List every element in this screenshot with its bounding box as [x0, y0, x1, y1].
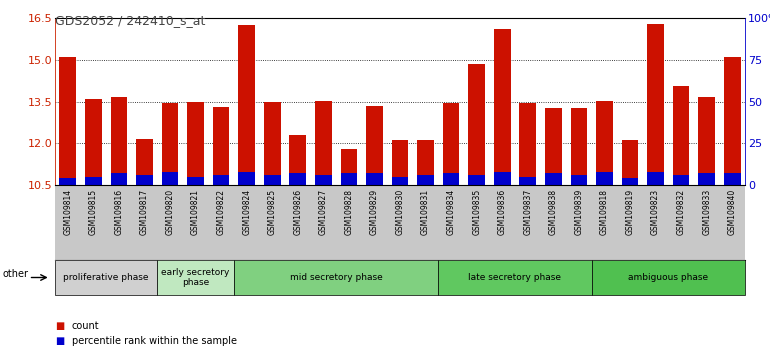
- Bar: [621, 141, 638, 185]
- Text: GSM109837: GSM109837: [524, 189, 532, 235]
- Bar: [340, 173, 357, 185]
- Text: ambiguous phase: ambiguous phase: [628, 273, 708, 282]
- Bar: [417, 175, 434, 185]
- Bar: [392, 141, 408, 185]
- Text: GSM109828: GSM109828: [344, 189, 353, 235]
- Text: GSM109821: GSM109821: [191, 189, 200, 235]
- Text: GSM109834: GSM109834: [447, 189, 456, 235]
- Bar: [698, 97, 715, 185]
- Text: GSM109818: GSM109818: [600, 189, 609, 235]
- Bar: [59, 178, 76, 185]
- Text: GSM109840: GSM109840: [728, 189, 737, 235]
- Bar: [290, 173, 306, 185]
- Bar: [648, 172, 664, 185]
- Bar: [571, 108, 588, 185]
- Text: ■: ■: [55, 336, 64, 347]
- Text: GSM109816: GSM109816: [115, 189, 123, 235]
- Text: count: count: [72, 320, 99, 331]
- Text: GSM109830: GSM109830: [396, 189, 404, 235]
- Bar: [239, 172, 255, 185]
- Bar: [85, 177, 102, 185]
- Bar: [673, 175, 689, 185]
- Text: GSM109817: GSM109817: [140, 189, 149, 235]
- Text: GSM109827: GSM109827: [319, 189, 328, 235]
- Bar: [213, 175, 229, 185]
- Text: GSM109826: GSM109826: [293, 189, 303, 235]
- Bar: [340, 149, 357, 185]
- Bar: [162, 172, 179, 185]
- Text: GSM109824: GSM109824: [243, 189, 251, 235]
- Bar: [85, 99, 102, 185]
- Text: GSM109822: GSM109822: [216, 189, 226, 235]
- Bar: [698, 173, 715, 185]
- Text: proliferative phase: proliferative phase: [63, 273, 149, 282]
- Text: percentile rank within the sample: percentile rank within the sample: [72, 336, 237, 347]
- Bar: [213, 107, 229, 185]
- Text: GSM109825: GSM109825: [268, 189, 276, 235]
- Bar: [111, 173, 127, 185]
- Bar: [545, 108, 561, 185]
- Text: GSM109819: GSM109819: [625, 189, 634, 235]
- Text: GSM109839: GSM109839: [574, 189, 584, 235]
- Text: GSM109829: GSM109829: [370, 189, 379, 235]
- Bar: [111, 97, 127, 185]
- Bar: [162, 103, 179, 185]
- Bar: [520, 177, 536, 185]
- Bar: [673, 86, 689, 185]
- FancyBboxPatch shape: [591, 260, 745, 295]
- Text: GSM109820: GSM109820: [166, 189, 175, 235]
- Bar: [545, 173, 561, 185]
- Text: GSM109836: GSM109836: [497, 189, 507, 235]
- Text: GSM109838: GSM109838: [549, 189, 557, 235]
- Text: mid secretory phase: mid secretory phase: [290, 273, 383, 282]
- Bar: [468, 175, 485, 185]
- Bar: [494, 29, 511, 185]
- Bar: [264, 102, 280, 185]
- Bar: [367, 173, 383, 185]
- Bar: [596, 101, 613, 185]
- Text: other: other: [3, 269, 28, 279]
- Bar: [315, 175, 332, 185]
- Bar: [468, 64, 485, 185]
- FancyBboxPatch shape: [55, 260, 157, 295]
- Bar: [417, 141, 434, 185]
- FancyBboxPatch shape: [234, 260, 438, 295]
- Bar: [392, 177, 408, 185]
- Bar: [621, 178, 638, 185]
- Text: ■: ■: [55, 320, 64, 331]
- Bar: [443, 103, 460, 185]
- Bar: [315, 101, 332, 185]
- Bar: [136, 139, 152, 185]
- Bar: [596, 172, 613, 185]
- Text: GSM109832: GSM109832: [677, 189, 685, 235]
- Bar: [187, 102, 204, 185]
- Bar: [59, 57, 76, 185]
- Bar: [367, 106, 383, 185]
- Bar: [136, 175, 152, 185]
- FancyBboxPatch shape: [438, 260, 591, 295]
- Text: GSM109831: GSM109831: [421, 189, 430, 235]
- Bar: [187, 177, 204, 185]
- Text: GSM109815: GSM109815: [89, 189, 98, 235]
- Bar: [443, 173, 460, 185]
- Text: GDS2052 / 242410_s_at: GDS2052 / 242410_s_at: [55, 14, 206, 27]
- Text: GSM109823: GSM109823: [651, 189, 660, 235]
- Bar: [648, 24, 664, 185]
- Bar: [494, 172, 511, 185]
- Bar: [520, 103, 536, 185]
- FancyBboxPatch shape: [157, 260, 234, 295]
- Bar: [290, 135, 306, 185]
- Text: GSM109835: GSM109835: [472, 189, 481, 235]
- Bar: [571, 175, 588, 185]
- Bar: [264, 175, 280, 185]
- Text: GSM109814: GSM109814: [63, 189, 72, 235]
- Bar: [724, 57, 741, 185]
- Text: late secretory phase: late secretory phase: [468, 273, 561, 282]
- Bar: [724, 173, 741, 185]
- Text: GSM109833: GSM109833: [702, 189, 711, 235]
- Text: early secretory
phase: early secretory phase: [162, 268, 229, 287]
- Bar: [239, 25, 255, 185]
